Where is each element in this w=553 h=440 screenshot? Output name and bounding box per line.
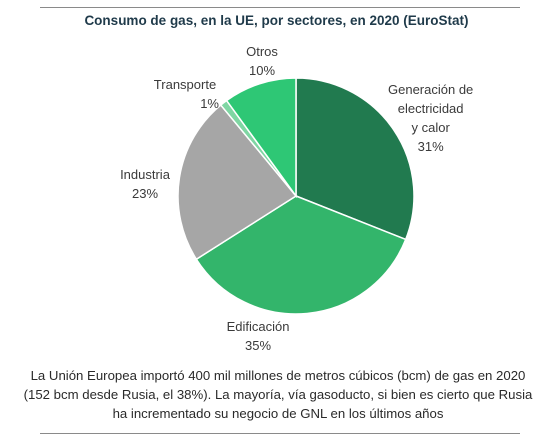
slice-label-transporte-line-1: Transporte: [153, 77, 217, 92]
pie-slice-generacion: [295, 77, 415, 241]
chart-title: Consumo de gas, en la UE, por sectores, …: [84, 13, 469, 28]
slice-label-generacion-line-2: electricidad: [397, 101, 464, 116]
slice-label-transporte: Transporte 1%: [145, 75, 225, 113]
slice-value-otros: 10%: [248, 63, 276, 78]
pie-slice-edificacion: [195, 195, 407, 315]
slice-label-generacion-line-3: y calor: [411, 120, 450, 135]
slice-value-edificacion: 35%: [244, 338, 272, 353]
bottom-divider: [40, 433, 520, 434]
top-divider: [40, 7, 520, 8]
slice-value-transporte: 1%: [200, 96, 219, 111]
chart-caption: La Unión Europea importó 400 mil millone…: [23, 368, 533, 421]
slice-label-industria-line-1: Industria: [120, 167, 170, 182]
slice-label-otros-line-1: Otros: [246, 44, 278, 59]
slice-value-industria: 23%: [131, 186, 159, 201]
slice-value-generacion: 31%: [417, 139, 444, 154]
pie-slice-otros: [225, 77, 297, 199]
slice-label-generacion-line-1: Generación de: [388, 82, 474, 97]
slice-label-edificacion: Edificación 35%: [218, 317, 298, 355]
pie-slice-industria: [177, 104, 298, 261]
slice-label-generacion: Generación de electricidad y calor 31%: [388, 80, 473, 156]
slice-label-industria: Industria 23%: [112, 165, 178, 203]
slice-label-otros: Otros 10%: [232, 42, 292, 80]
slice-label-edificacion-line-1: Edificación: [226, 319, 290, 334]
